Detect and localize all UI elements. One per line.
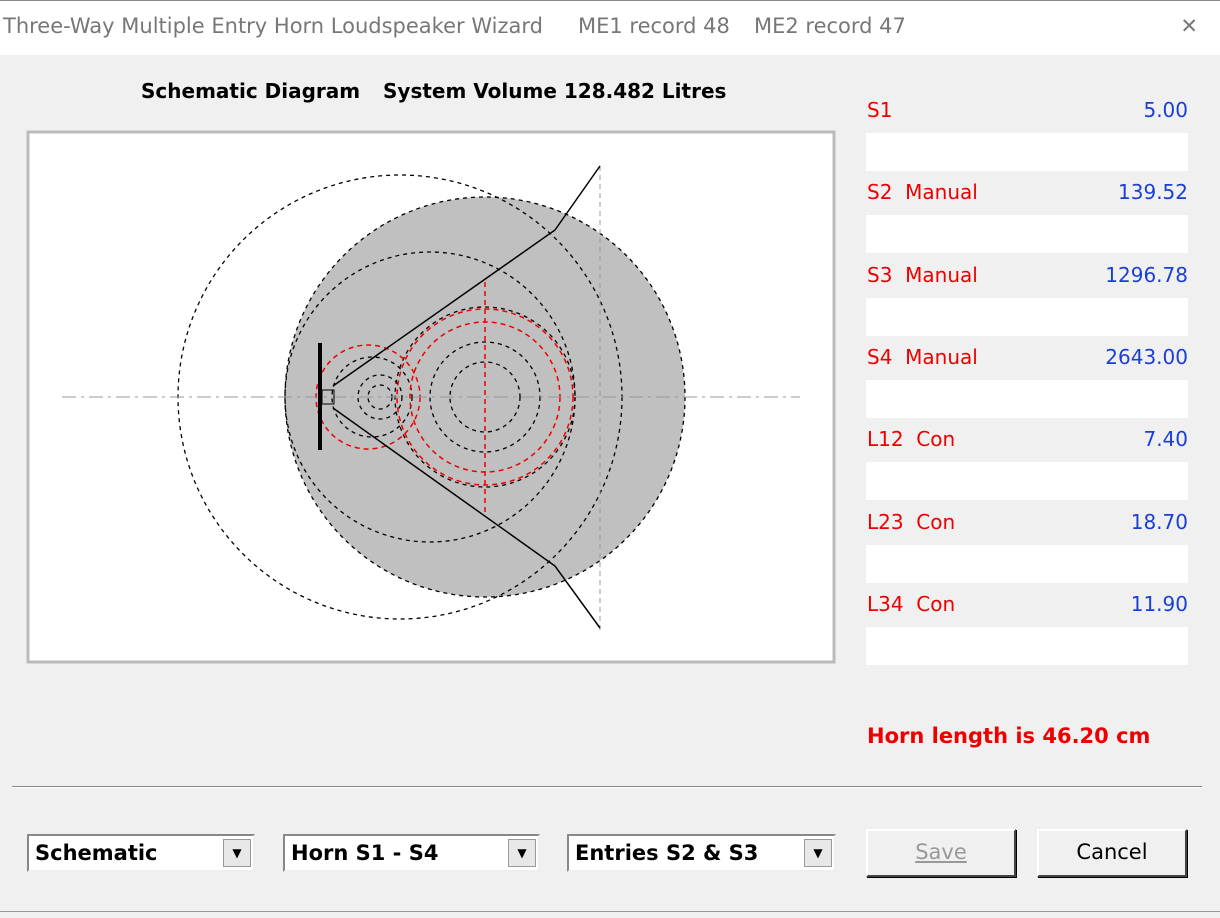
parameter-label: S2 Manual <box>867 180 978 205</box>
parameter-label: S3 Manual <box>867 262 978 287</box>
parameter-value: 5.00 <box>1143 98 1188 122</box>
title-bar: Three-Way Multiple Entry Horn Loudspeake… <box>0 0 1220 55</box>
parameter-label: L34 Con <box>867 591 956 616</box>
dropdown-value: Schematic <box>35 841 158 865</box>
dropdown-arrow[interactable]: ▼ <box>804 839 832 867</box>
parameter-value: 7.40 <box>1143 427 1188 452</box>
bottom-border <box>0 911 1220 912</box>
parameter-value: 1296.78 <box>1105 262 1188 287</box>
parameter-field[interactable] <box>866 379 1188 418</box>
save-button[interactable]: Save <box>866 829 1016 877</box>
parameter-value: 11.90 <box>1130 591 1188 616</box>
diagram-heading: Schematic Diagram <box>141 79 361 103</box>
parameter-field[interactable] <box>866 133 1188 171</box>
parameter-label: L23 Con <box>867 509 956 534</box>
dropdown-arrow[interactable]: ▼ <box>508 839 536 867</box>
parameter-field[interactable] <box>866 297 1188 336</box>
horn-length: Horn length is 46.20 cm <box>867 724 1151 748</box>
me1-record: ME1 record 48 <box>578 14 730 38</box>
parameter-field[interactable] <box>866 626 1188 665</box>
system-volume: System Volume 128.482 Litres <box>383 79 727 103</box>
parameter-label: S4 Manual <box>867 344 978 369</box>
dropdown[interactable]: Schematic ▼ <box>27 834 255 872</box>
save-label: Save <box>915 840 967 864</box>
dropdown-arrow[interactable]: ▼ <box>223 839 251 867</box>
dropdown[interactable]: Horn S1 - S4 ▼ <box>283 834 540 872</box>
parameter-field[interactable] <box>866 215 1188 254</box>
parameter-value: 18.70 <box>1130 509 1188 534</box>
parameter-value: 139.52 <box>1118 180 1188 205</box>
parameter-value: 2643.00 <box>1105 344 1188 369</box>
cancel-button[interactable]: Cancel <box>1037 829 1187 877</box>
parameter-field[interactable] <box>866 462 1188 501</box>
parameter-label: L12 Con <box>867 427 956 452</box>
close-button[interactable]: ✕ <box>1180 14 1198 38</box>
parameter-label: S1 <box>867 98 893 122</box>
separator <box>12 786 1202 788</box>
me2-record: ME2 record 47 <box>754 14 906 38</box>
dropdown[interactable]: Entries S2 & S3 ▼ <box>567 834 836 872</box>
parameter-field[interactable] <box>866 544 1188 583</box>
dropdown-value: Entries S2 & S3 <box>575 841 759 865</box>
dropdown-value: Horn S1 - S4 <box>291 841 439 865</box>
window-title: Three-Way Multiple Entry Horn Loudspeake… <box>3 14 543 38</box>
